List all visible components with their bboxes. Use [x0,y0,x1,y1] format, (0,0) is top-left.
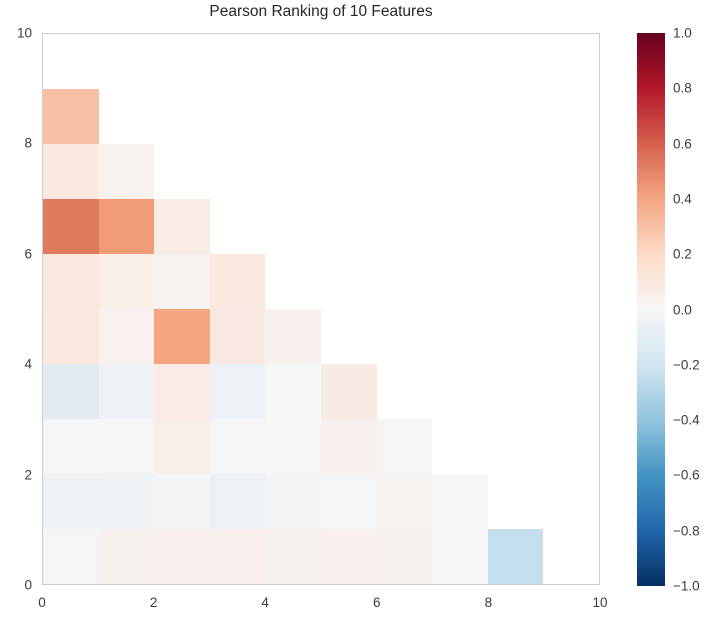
heatmap-cell [154,309,210,364]
colorbar [637,33,665,586]
heatmap-cell [376,474,433,529]
heatmap-cell [43,364,99,419]
heatmap-cell [209,529,266,584]
colorbar-tick-label: −0.8 [673,523,700,539]
chart-title: Pearson Ranking of 10 Features [209,3,433,20]
heatmap-cell [43,144,99,199]
heatmap-cell [265,474,321,529]
heatmap-cell [98,309,155,364]
y-tick-label: 8 [24,135,32,151]
x-tick-label: 6 [373,595,381,610]
heatmap-cell [98,474,155,529]
y-tick-label: 6 [24,246,32,262]
y-tick-label: 2 [24,467,32,483]
heatmap-cell [43,419,99,474]
heatmap-cell [43,199,99,254]
colorbar-tick-label: −0.6 [673,467,700,483]
heatmap-cell [321,474,377,529]
heatmap-cell [432,474,488,529]
heatmap-cell [98,199,155,254]
heatmap-cell [154,254,210,309]
heatmap-cell [98,419,155,474]
x-tick-label: 4 [261,595,269,610]
x-tick-label: 8 [484,595,493,610]
heatmap-cell [154,199,210,254]
heatmap-cell [265,419,321,474]
heatmap-cell [209,474,266,529]
heatmap-cell [487,529,544,584]
colorbar-tick-label: 0.6 [673,136,692,152]
colorbar-tick-label: −1.0 [673,578,700,594]
x-tick-label: 10 [592,595,608,610]
heatmap-cell [43,529,99,584]
heatmap-grid [43,34,599,584]
heatmap-cell [154,419,210,474]
heatmap-cell [98,529,155,584]
heatmap-plot [42,33,600,585]
colorbar-tick-label: 0.2 [673,246,692,262]
heatmap-cell [43,89,99,144]
heatmap-cell [321,529,377,584]
heatmap-cell [321,364,377,419]
heatmap-cell [43,309,99,364]
colorbar-tick-label: 1.0 [673,25,692,41]
y-tick-label: 0 [24,577,32,593]
heatmap-cell [209,419,266,474]
heatmap-cell [265,529,321,584]
heatmap-cell [209,364,266,419]
heatmap-cell [154,529,210,584]
heatmap-cell [154,474,210,529]
heatmap-cell [43,474,99,529]
x-tick-label: 0 [38,595,46,610]
colorbar-tick-label: 0.8 [673,80,692,96]
heatmap-cell [432,529,488,584]
colorbar-tick-label: 0.0 [673,302,692,317]
x-tick-label: 2 [149,595,158,610]
heatmap-cell [98,364,155,419]
heatmap-cell [209,254,266,309]
heatmap-cell [154,364,210,419]
y-tick-label: 10 [16,25,32,41]
colorbar-tick-label: 0.4 [673,191,692,207]
heatmap-cell [265,309,321,364]
heatmap-cell [209,309,266,364]
heatmap-cell [265,364,321,419]
heatmap-cell [376,419,433,474]
heatmap-cell [98,254,155,309]
heatmap-cell [43,254,99,309]
heatmap-cell [321,419,377,474]
heatmap-cell [376,529,433,584]
heatmap-cell [98,144,155,199]
colorbar-tick-label: −0.2 [673,357,700,373]
y-tick-label: 4 [24,356,32,372]
colorbar-tick-label: −0.4 [673,412,700,428]
